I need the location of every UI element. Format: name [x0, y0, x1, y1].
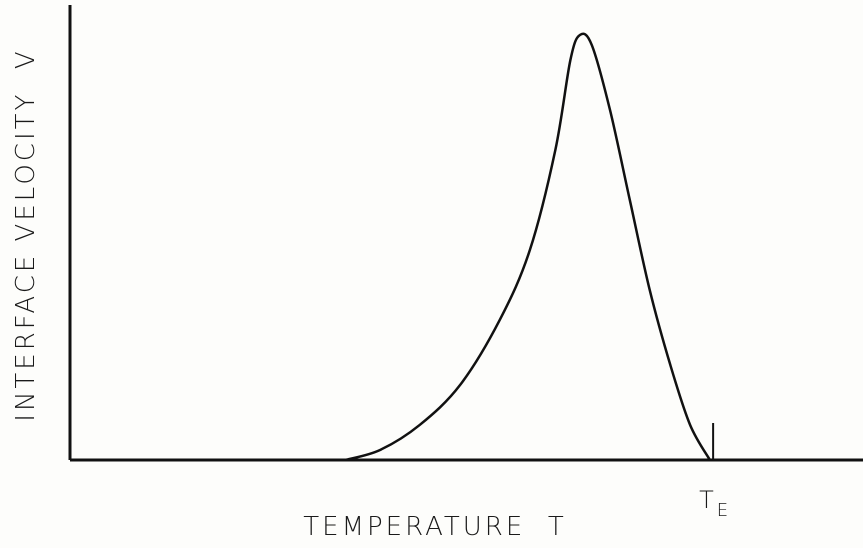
curve: [344, 32, 712, 462]
annotation-subscript: E: [717, 500, 731, 521]
x-axis-label: TEMPERATURE T: [303, 512, 566, 542]
y-axis-label: INTERFACE VELOCITY V: [11, 48, 41, 421]
annotation-label: TE: [699, 486, 731, 521]
annotation-text: T: [699, 486, 717, 514]
